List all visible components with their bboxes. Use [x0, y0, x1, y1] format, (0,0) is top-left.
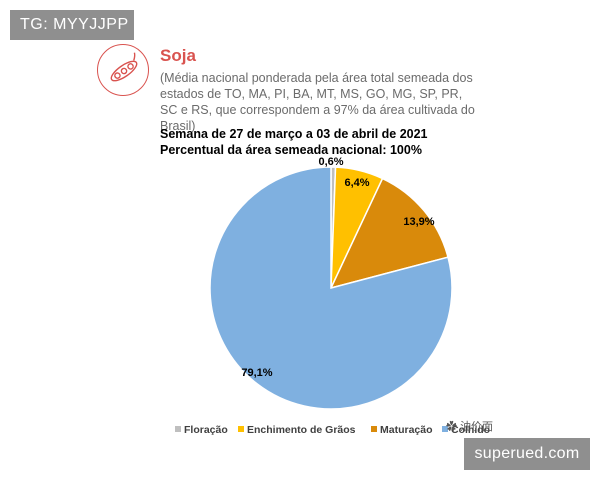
- legend-item-4: Colhido: [442, 423, 490, 437]
- legend-label-1: Floração: [184, 424, 228, 436]
- site-tag: superued.com: [464, 438, 590, 470]
- pie-slices: [209, 166, 453, 410]
- legend-swatch-3: [371, 426, 377, 433]
- telegram-tag: TG: MYYJJPP: [10, 10, 134, 40]
- pie-labels: 0,6%6,4% 13,9% 79,1%: [241, 156, 434, 379]
- crop-title: Soja: [160, 46, 196, 65]
- watermark-text: 油价面: [460, 421, 494, 433]
- pie-slice-3: [329, 177, 449, 290]
- soybean-pod-icon: [97, 44, 149, 96]
- soybean-pod-icon-graphic: [110, 52, 138, 82]
- pie-label-1: 0,6%: [318, 156, 343, 168]
- legend-item-1: Floração: [175, 423, 228, 437]
- legend-item-3: Maturação: [371, 423, 433, 437]
- legend-label-4: Colhido: [451, 424, 491, 436]
- legend-swatch-4: [442, 426, 448, 433]
- legend-swatch-1: [175, 426, 181, 433]
- area-percent: Percentual da área semeada nacional: 100…: [160, 143, 422, 157]
- pie-label-2: 6,4%: [344, 177, 369, 189]
- pie-label-3: 13,9%: [403, 216, 434, 228]
- week-range: Semana de 27 de março a 03 de abril de 2…: [160, 127, 428, 141]
- pie-label-4: 79,1%: [241, 367, 272, 379]
- legend-label-2: Enchimento de Grãos: [247, 424, 356, 436]
- chart-legend: Floração Enchimento de Grãos Maturação Colh…: [0, 423, 600, 439]
- legend-swatch-2: [238, 426, 244, 433]
- legend-label-3: Maturação: [380, 424, 433, 436]
- crop-description: (Média nacional ponderada pela área tota…: [160, 71, 475, 133]
- pie-slice-4: [209, 166, 453, 410]
- watermark: ✿ 油价面: [446, 418, 493, 434]
- wechat-icon: ✿: [446, 421, 457, 433]
- legend-item-2: Enchimento de Grãos: [238, 423, 356, 437]
